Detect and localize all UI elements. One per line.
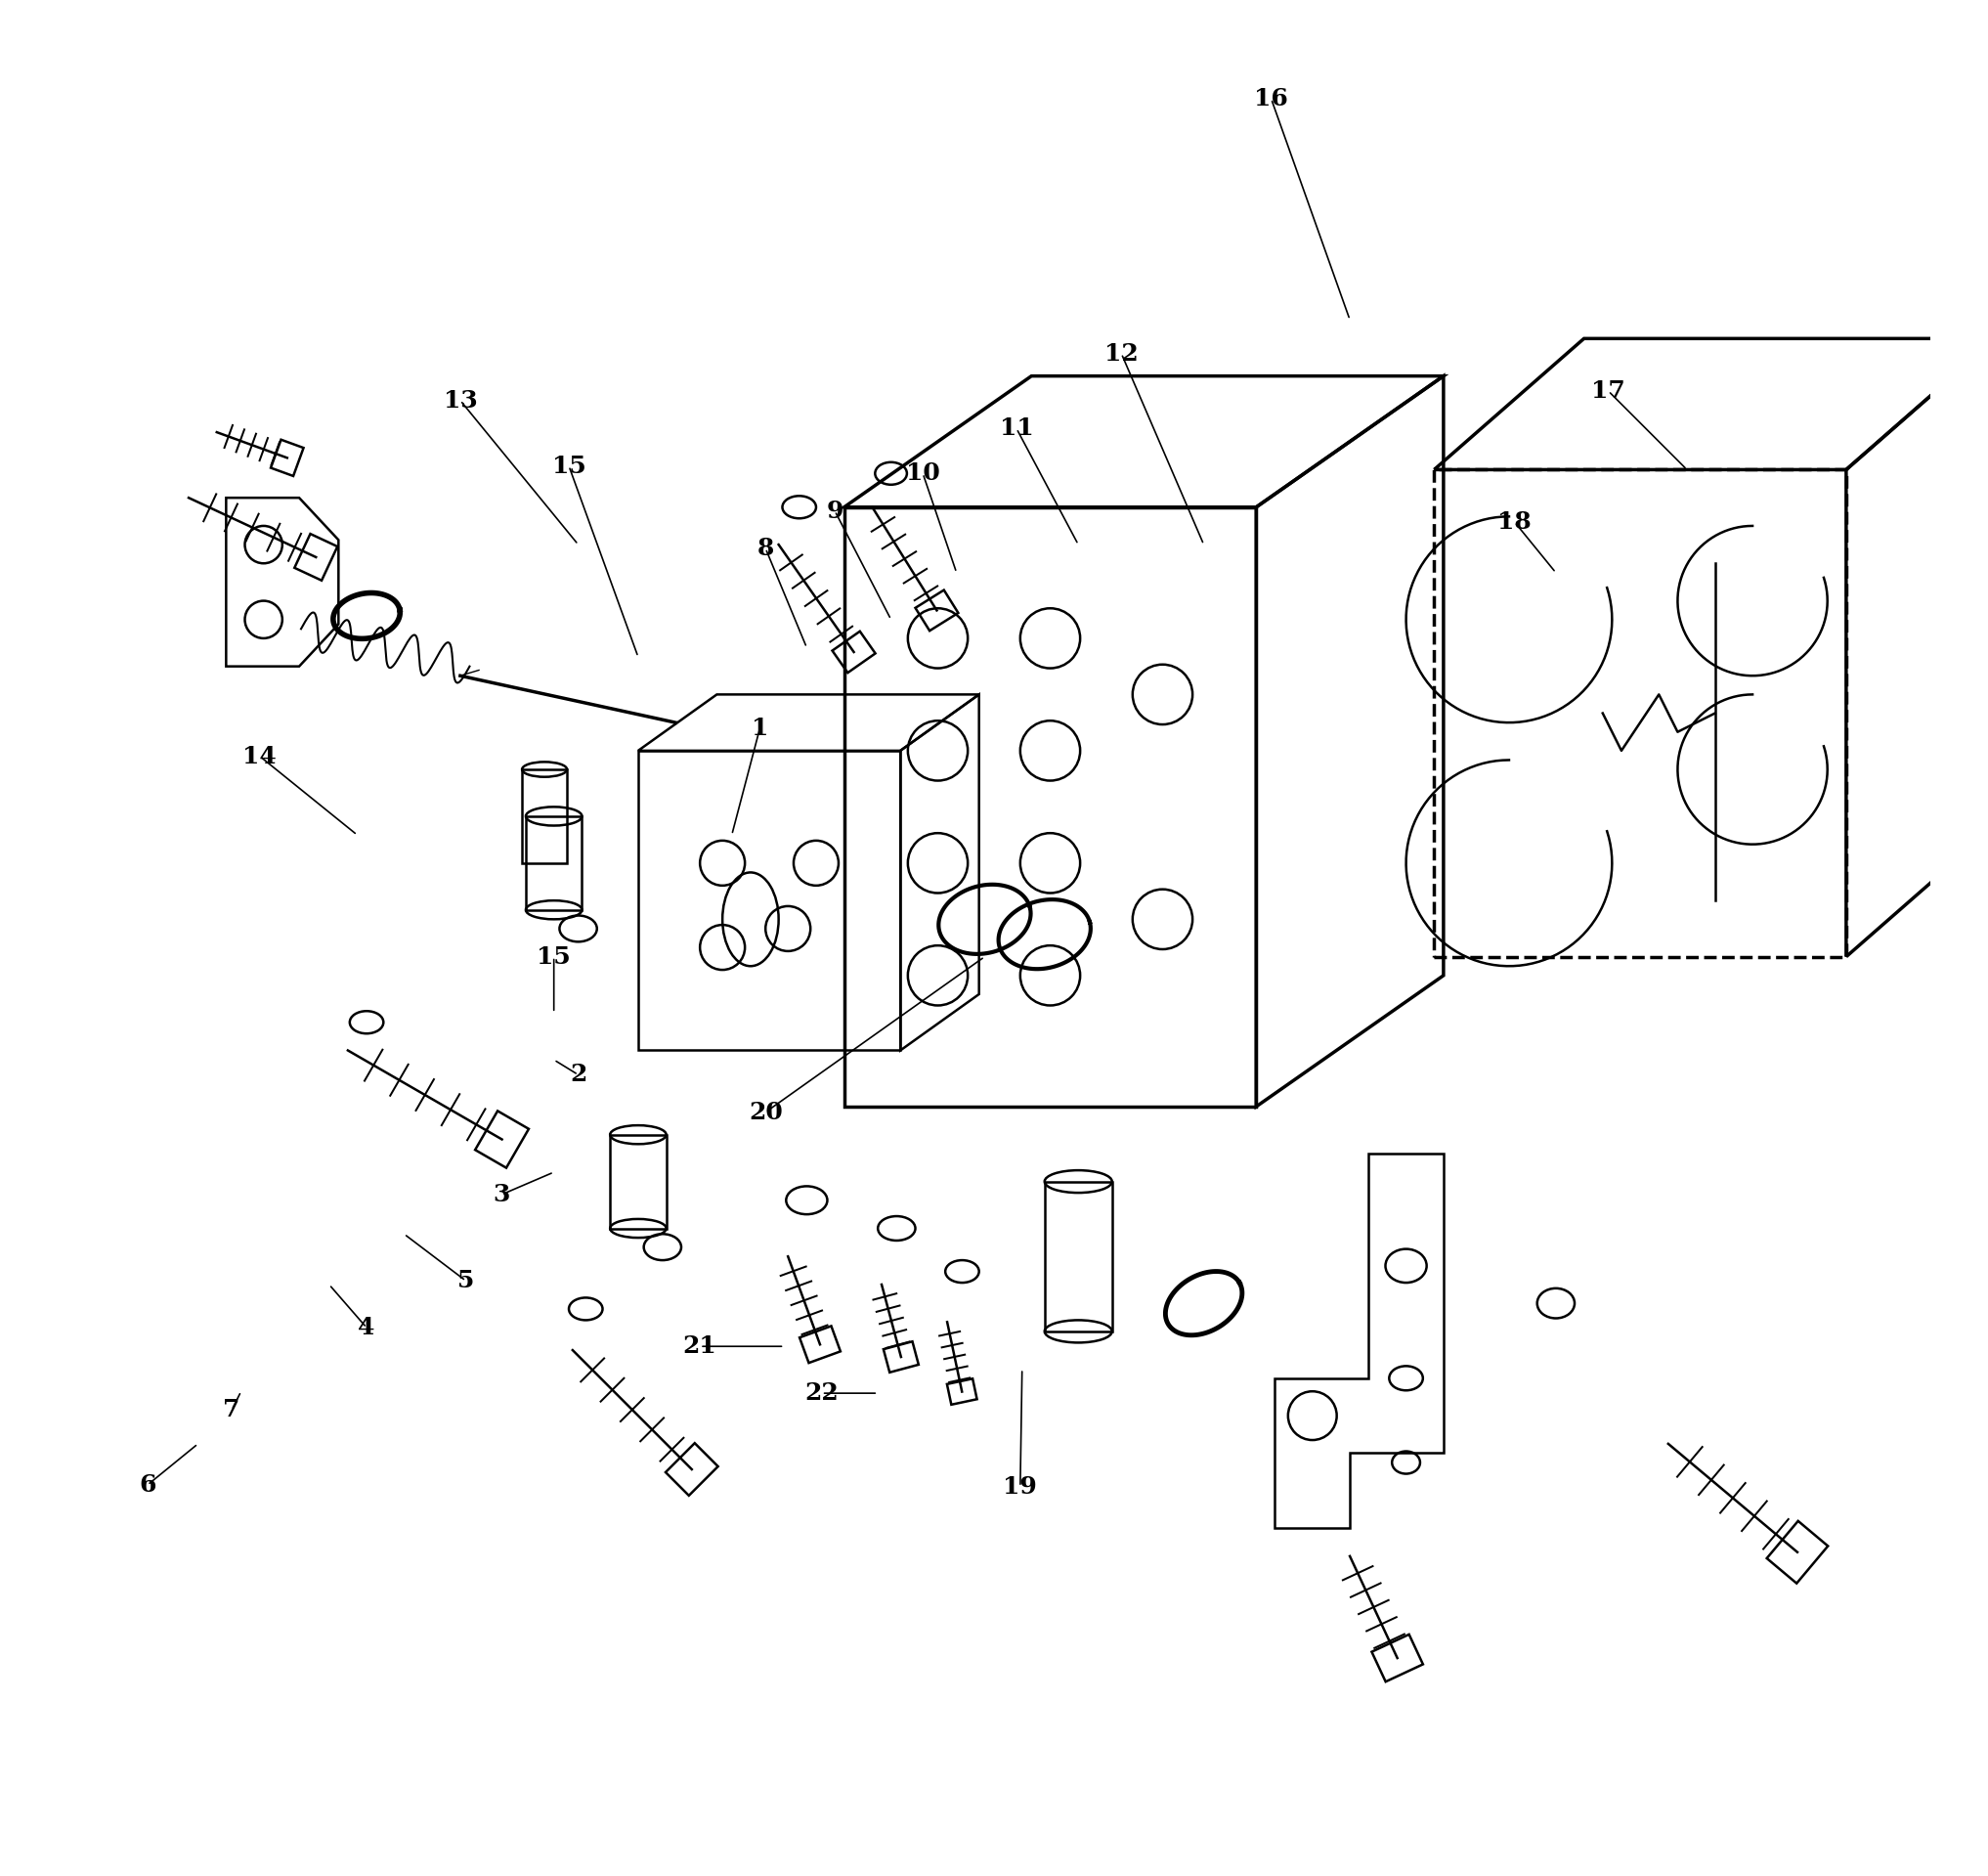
Text: 16: 16	[1254, 86, 1288, 111]
Text: 5: 5	[457, 1268, 475, 1293]
Text: 18: 18	[1497, 510, 1531, 535]
Text: 15: 15	[553, 454, 586, 478]
Text: 2: 2	[571, 1064, 586, 1086]
Text: 8: 8	[757, 537, 773, 561]
Text: 3: 3	[493, 1184, 511, 1206]
Text: 17: 17	[1590, 379, 1626, 403]
Text: 20: 20	[749, 1101, 783, 1124]
Text: 13: 13	[443, 388, 477, 413]
Text: 10: 10	[907, 461, 940, 486]
Text: 11: 11	[1000, 416, 1034, 441]
Text: 6: 6	[139, 1473, 155, 1497]
Text: 22: 22	[805, 1381, 839, 1405]
Text: 4: 4	[358, 1315, 376, 1339]
Text: 21: 21	[684, 1334, 718, 1358]
Text: 12: 12	[1105, 341, 1139, 366]
Text: 19: 19	[1004, 1475, 1038, 1499]
Text: 14: 14	[243, 745, 276, 767]
Text: 1: 1	[751, 717, 769, 739]
Text: 9: 9	[827, 499, 843, 523]
Text: 7: 7	[223, 1398, 241, 1422]
Text: 15: 15	[537, 946, 571, 968]
